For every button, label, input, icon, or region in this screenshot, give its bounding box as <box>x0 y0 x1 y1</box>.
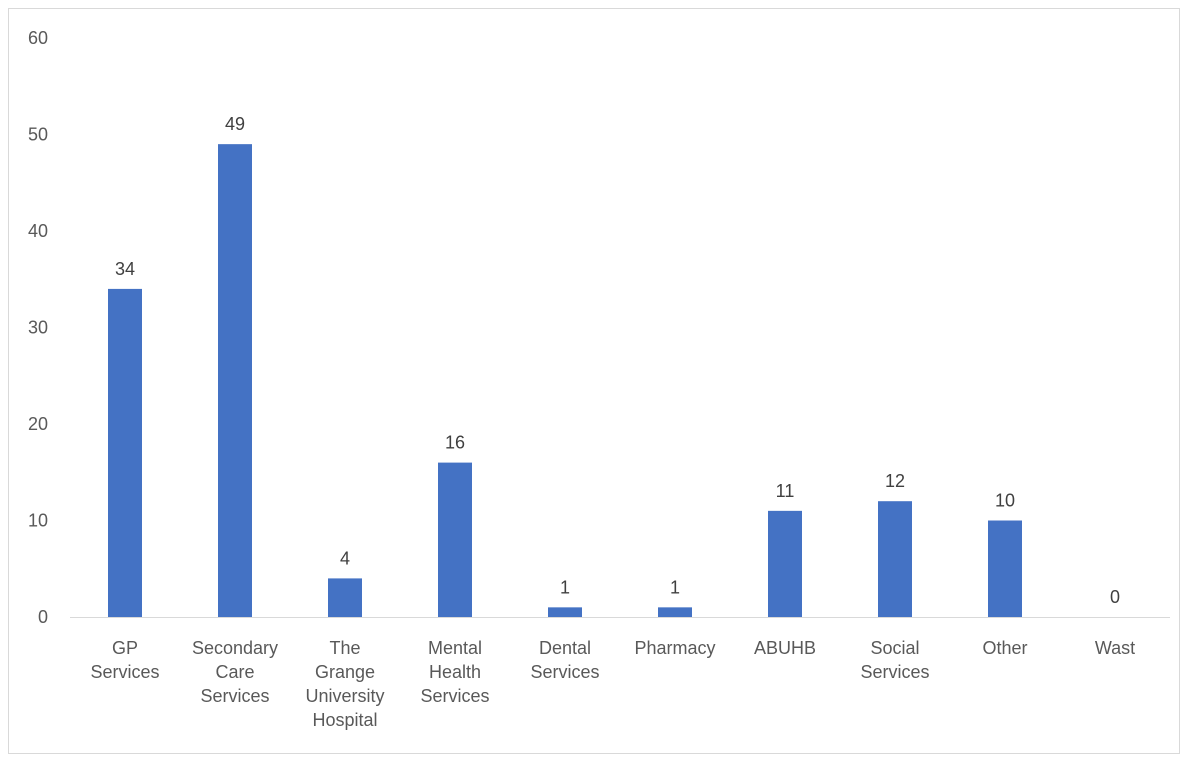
x-tick-label-line: Services <box>90 662 159 682</box>
x-tick-label: Social Services <box>860 638 929 682</box>
bar <box>218 144 252 617</box>
data-label: 12 <box>885 471 905 491</box>
bar <box>328 578 362 617</box>
x-tick-label: Other <box>982 638 1027 658</box>
bar <box>878 501 912 617</box>
x-tick-label-line: Other <box>982 638 1027 658</box>
x-tick-label: ABUHB <box>754 638 816 658</box>
x-tick-label-line: Hospital <box>312 710 377 730</box>
x-tick-label-line: Services <box>200 686 269 706</box>
x-tick-label: Secondary Care Services <box>192 638 278 706</box>
x-tick-label-line: Mental <box>428 638 482 658</box>
x-axis: GP Services Secondary Care Services The Grange… <box>90 638 1135 730</box>
bar <box>988 520 1022 617</box>
x-tick-label: Wast <box>1095 638 1135 658</box>
x-tick-label-line: Social <box>870 638 919 658</box>
y-tick-label: 40 <box>28 221 48 241</box>
y-tick-label: 0 <box>38 607 48 627</box>
x-tick-label-line: The <box>329 638 360 658</box>
x-tick-label-line: Dental <box>539 638 591 658</box>
y-axis: 0 10 20 30 40 50 60 <box>28 28 48 627</box>
data-label: 10 <box>995 491 1015 511</box>
x-tick-label-line: Pharmacy <box>634 638 715 658</box>
x-tick-label: GP Services <box>90 638 159 682</box>
x-tick-label-line: Health <box>429 662 481 682</box>
data-label: 1 <box>670 577 680 597</box>
bar <box>438 462 472 617</box>
y-tick-label: 20 <box>28 414 48 434</box>
bar <box>658 607 692 617</box>
data-label: 4 <box>340 548 350 568</box>
y-tick-label: 60 <box>28 28 48 48</box>
bar <box>768 510 802 617</box>
x-tick-label: Mental Health Services <box>420 638 489 706</box>
x-tick-label-line: Secondary <box>192 638 278 658</box>
x-tick-label-line: Services <box>530 662 599 682</box>
chart-border <box>8 8 1180 754</box>
bar <box>548 607 582 617</box>
data-label: 49 <box>225 114 245 134</box>
data-label: 11 <box>776 481 795 501</box>
data-label: 1 <box>560 577 570 597</box>
x-tick-label-line: Services <box>420 686 489 706</box>
data-label: 16 <box>445 433 465 453</box>
data-label: 0 <box>1110 587 1120 607</box>
y-tick-label: 50 <box>28 125 48 145</box>
x-tick-label-line: GP <box>112 638 138 658</box>
x-tick-label-line: University <box>305 686 384 706</box>
x-tick-label-line: Wast <box>1095 638 1135 658</box>
x-tick-label: Pharmacy <box>634 638 715 658</box>
bar <box>108 288 142 617</box>
x-tick-label-line: Grange <box>315 662 375 682</box>
x-tick-label-line: ABUHB <box>754 638 816 658</box>
x-tick-label-line: Services <box>860 662 929 682</box>
data-label: 34 <box>115 259 135 279</box>
y-tick-label: 10 <box>28 511 48 531</box>
x-tick-label: The Grange University Hospital <box>305 638 384 730</box>
x-tick-label: Dental Services <box>530 638 599 682</box>
y-tick-label: 30 <box>28 318 48 338</box>
x-tick-label-line: Care <box>215 662 254 682</box>
bars <box>108 144 1022 617</box>
